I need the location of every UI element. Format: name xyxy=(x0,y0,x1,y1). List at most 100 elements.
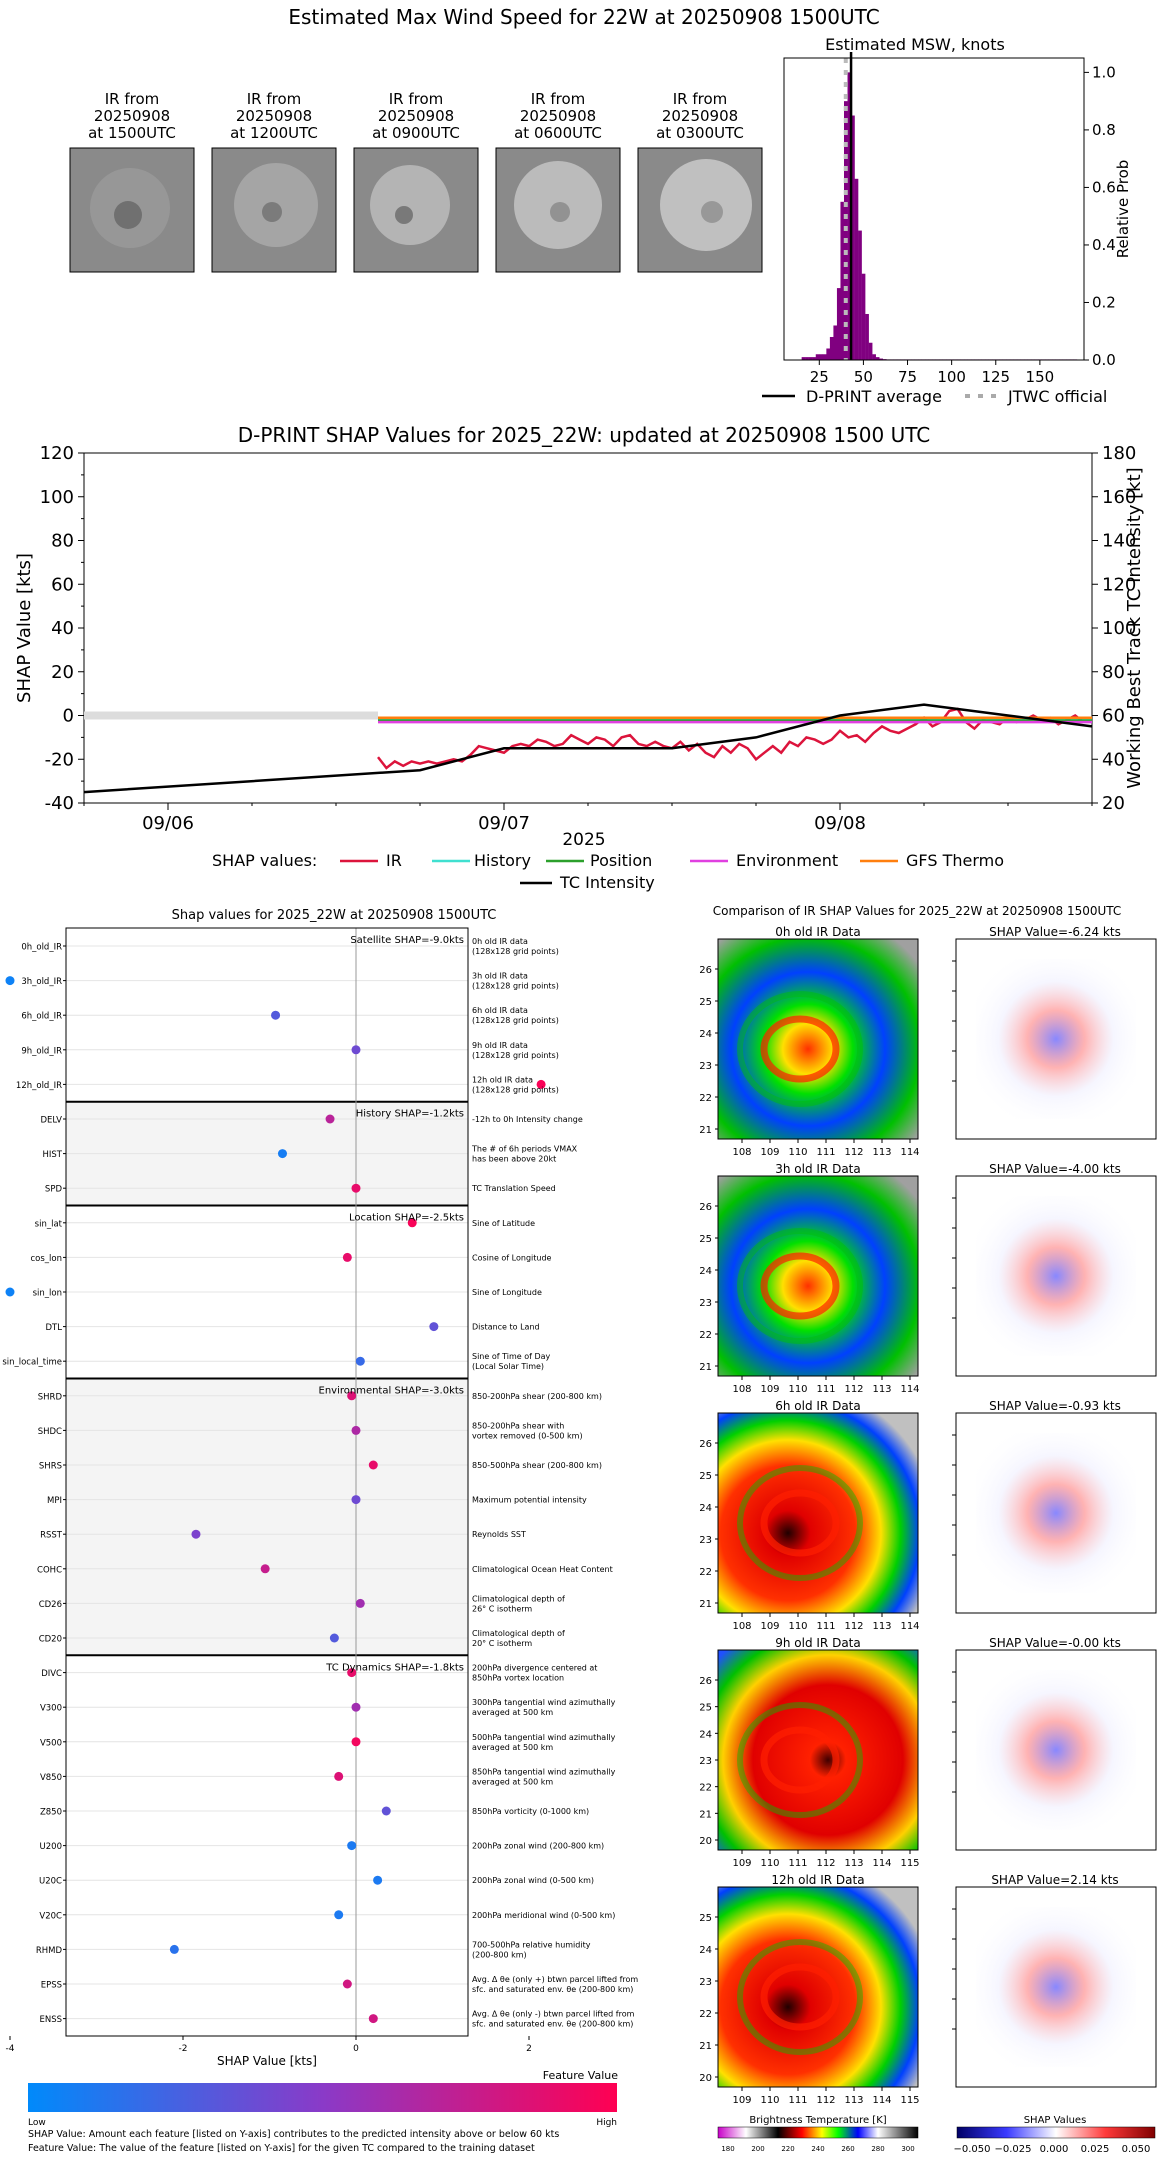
sp-feature-name: sin_local_time xyxy=(2,1358,62,1368)
legend-dprint: D-PRINT average xyxy=(806,387,942,406)
sp-feature-name: SHRD xyxy=(38,1392,63,1402)
sp-point-SPD xyxy=(351,1183,361,1193)
sp-feature-desc: Climatological Ocean Heat Content xyxy=(472,1565,613,1574)
ir-xtick: 109 xyxy=(760,1384,779,1395)
sp-feature-labels: 0h_old_IR 3h_old_IR 6h_old_IR 9h_old_IR 12h_… xyxy=(2,943,66,2025)
hist-bar xyxy=(812,357,816,360)
thumb-5-line2: 20250908 xyxy=(662,107,738,125)
hist-bar xyxy=(851,115,855,361)
thumb-3-line3: at 0900UTC xyxy=(372,124,460,142)
sp-point-DTL xyxy=(429,1322,439,1332)
hist-bars xyxy=(801,52,1078,361)
hist-bar xyxy=(801,357,806,360)
ts-legend: SHAP values: IR History Position Environ… xyxy=(212,851,1004,892)
ts-ytick: 40 xyxy=(51,618,74,639)
sp-point-MPI xyxy=(351,1495,361,1505)
ir-xtick: 110 xyxy=(760,1858,779,1869)
sp-feature-name: 12h_old_IR xyxy=(16,1081,62,1091)
thumb-4-line3: at 0600UTC xyxy=(514,124,602,142)
sv-tick: 0.000 xyxy=(1040,2144,1069,2155)
sp-feature-desc: TC Translation Speed xyxy=(471,1184,556,1193)
hist-legend: D-PRINT average JTWC official xyxy=(762,387,1107,406)
thumb-1-line2: 20250908 xyxy=(94,107,170,125)
sp-point-ENSS xyxy=(368,2014,378,2024)
ir-ytick: 24 xyxy=(699,1729,712,1740)
sp-feature-desc: 300hPa tangential wind azimuthally xyxy=(472,1698,616,1707)
hist-xtick: 50 xyxy=(854,368,873,386)
hist-bar xyxy=(872,354,876,360)
sp-feature-desc: 26° C isotherm xyxy=(472,1604,532,1613)
note-shap: SHAP Value: Amount each feature [listed … xyxy=(28,2129,559,2140)
hist-xtick: 100 xyxy=(937,368,966,386)
hist-bar xyxy=(822,354,827,360)
sp-feature-desc: sfc. and saturated env. θe (200-800 km) xyxy=(472,1985,633,1994)
ir-xtick: 112 xyxy=(844,1147,863,1158)
hist-bar xyxy=(836,288,841,360)
ir-image xyxy=(717,1412,919,1614)
sp-feature-name: DIVC xyxy=(41,1669,62,1679)
sp-feature-desc: (128x128 grid points) xyxy=(472,1085,559,1094)
ts-ytick-right: 140 xyxy=(1102,531,1136,552)
sp-feature-desc: sfc. and saturated env. θe (200-800 km) xyxy=(472,2020,633,2029)
ir-ytick: 21 xyxy=(699,2041,712,2052)
sp-feature-desc: averaged at 500 km xyxy=(472,1777,553,1786)
thumb-3-line2: 20250908 xyxy=(378,107,454,125)
thumb-4-line2: 20250908 xyxy=(520,107,596,125)
ir-image xyxy=(717,938,919,1140)
hist-axes: 25 50 75 100 125 150 0.0 0.2 0.4 0.6 0.8 1.0 xyxy=(810,63,1116,386)
ir-ytick: 26 xyxy=(699,1202,712,1213)
ir-xtick: 113 xyxy=(844,2095,863,2106)
ir-ytick: 23 xyxy=(699,1977,712,1988)
hist-bar xyxy=(868,342,873,360)
ir-xtick: 114 xyxy=(900,1621,919,1632)
sp-points xyxy=(5,976,546,2024)
ir-ytick: 23 xyxy=(699,1756,712,1767)
shap-value-label: SHAP Value=-6.24 kts xyxy=(989,925,1121,939)
shap-value-label: SHAP Value=-4.00 kts xyxy=(989,1162,1121,1176)
ir-rows: 0h old IR Data 26 25 24 23 22 21 108 109 110 111 11… xyxy=(699,925,1157,2106)
ir-ytick: 26 xyxy=(699,965,712,976)
ts-ytick-right: 120 xyxy=(1102,574,1136,595)
ir-xtick: 115 xyxy=(900,1858,919,1869)
ir-xtick: 110 xyxy=(788,1384,807,1395)
ir-xtick: 113 xyxy=(844,1858,863,1869)
sp-feature-name: DTL xyxy=(46,1323,63,1333)
ir-xtick: 112 xyxy=(816,1858,835,1869)
sp-feature-desc: Sine of Latitude xyxy=(472,1219,535,1228)
hist-bar xyxy=(847,72,852,360)
ir-xtick: 110 xyxy=(760,2095,779,2106)
ir-xtick: 109 xyxy=(760,1147,779,1158)
sp-group-bg xyxy=(66,1378,468,1656)
sp-feature-name: V850 xyxy=(40,1773,62,1783)
sp-feature-name: 3h_old_IR xyxy=(21,977,62,987)
ir-image xyxy=(717,1175,919,1377)
thumb-5: IR from 20250908 at 0300UTC xyxy=(637,90,763,273)
sp-feature-desc: 9h old IR data xyxy=(472,1041,528,1050)
sp-group-label: Environmental SHAP=-3.0kts xyxy=(319,1386,465,1397)
sp-feature-desc: vortex removed (0-500 km) xyxy=(472,1431,583,1440)
sv-colorbar xyxy=(956,2126,1156,2139)
bt-tick: 220 xyxy=(781,2145,794,2153)
ir-label: 6h old IR Data xyxy=(775,1399,861,1413)
sp-xtick: -2 xyxy=(179,2044,188,2054)
sp-feature-name: Z850 xyxy=(40,1808,62,1818)
sp-feature-desc: 20° C isotherm xyxy=(472,1639,532,1648)
ts-ytick: -40 xyxy=(45,793,74,814)
ir-row-0: 0h old IR Data 26 25 24 23 22 21 108 109 110 111 11… xyxy=(699,925,1157,1158)
ir-xtick: 114 xyxy=(872,1858,891,1869)
ts-title: D-PRINT SHAP Values for 2025_22W: update… xyxy=(238,423,930,447)
legend-history: History xyxy=(474,851,531,870)
sp-feature-name: SHDC xyxy=(38,1427,62,1437)
ir-ytick: 24 xyxy=(699,1945,712,1956)
ir-ytick: 22 xyxy=(699,1567,712,1578)
sp-point-cos_lon xyxy=(342,1252,352,1262)
sp-feature-name: sin_lon xyxy=(33,1289,62,1299)
thumb-2-line2: 20250908 xyxy=(236,107,312,125)
ir-xtick: 108 xyxy=(732,1147,751,1158)
sp-point-HIST xyxy=(277,1149,287,1159)
legend-tc-intensity: TC Intensity xyxy=(559,873,655,892)
shap-timeseries: D-PRINT SHAP Values for 2025_22W: update… xyxy=(14,423,1145,892)
hist-bar xyxy=(854,178,859,360)
sp-title: Shap values for 2025_22W at 20250908 150… xyxy=(172,908,497,923)
ir-xtick: 111 xyxy=(788,2095,807,2106)
